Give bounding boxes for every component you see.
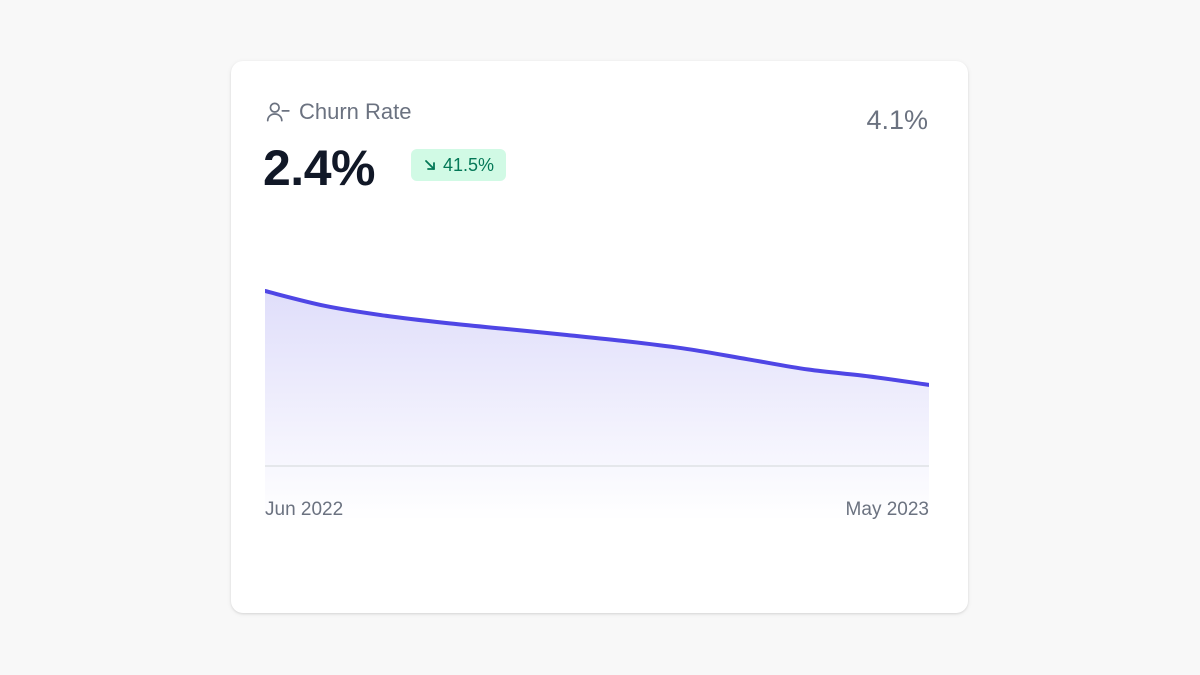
churn-area-chart <box>265 289 929 521</box>
churn-rate-card: Churn Rate 2.4% 41.5% 4.1% Jun 2022 May … <box>231 61 968 613</box>
data-point <box>682 343 694 355</box>
data-point <box>802 364 814 376</box>
card-header: Churn Rate <box>265 99 412 125</box>
data-point <box>440 317 452 329</box>
x-tick-label-start: Jun 2022 <box>265 499 344 520</box>
change-badge: 41.5% <box>411 149 507 181</box>
card-title: Churn Rate <box>299 99 412 124</box>
data-point <box>500 323 512 335</box>
x-tick-label-end: May 2023 <box>845 499 929 520</box>
comparison-value: 4.1% <box>866 105 928 135</box>
series-line <box>265 289 929 387</box>
area-fill <box>265 291 929 521</box>
metric-value: 2.4% <box>263 140 375 196</box>
data-point <box>561 329 573 341</box>
data-point <box>380 310 392 322</box>
change-badge-value: 41.5% <box>443 154 495 175</box>
data-point <box>319 300 331 312</box>
data-point <box>742 353 754 365</box>
data-point <box>863 370 875 382</box>
user-minus-icon <box>265 99 291 125</box>
data-point <box>621 335 633 347</box>
arrow-down-right-icon <box>423 158 437 172</box>
